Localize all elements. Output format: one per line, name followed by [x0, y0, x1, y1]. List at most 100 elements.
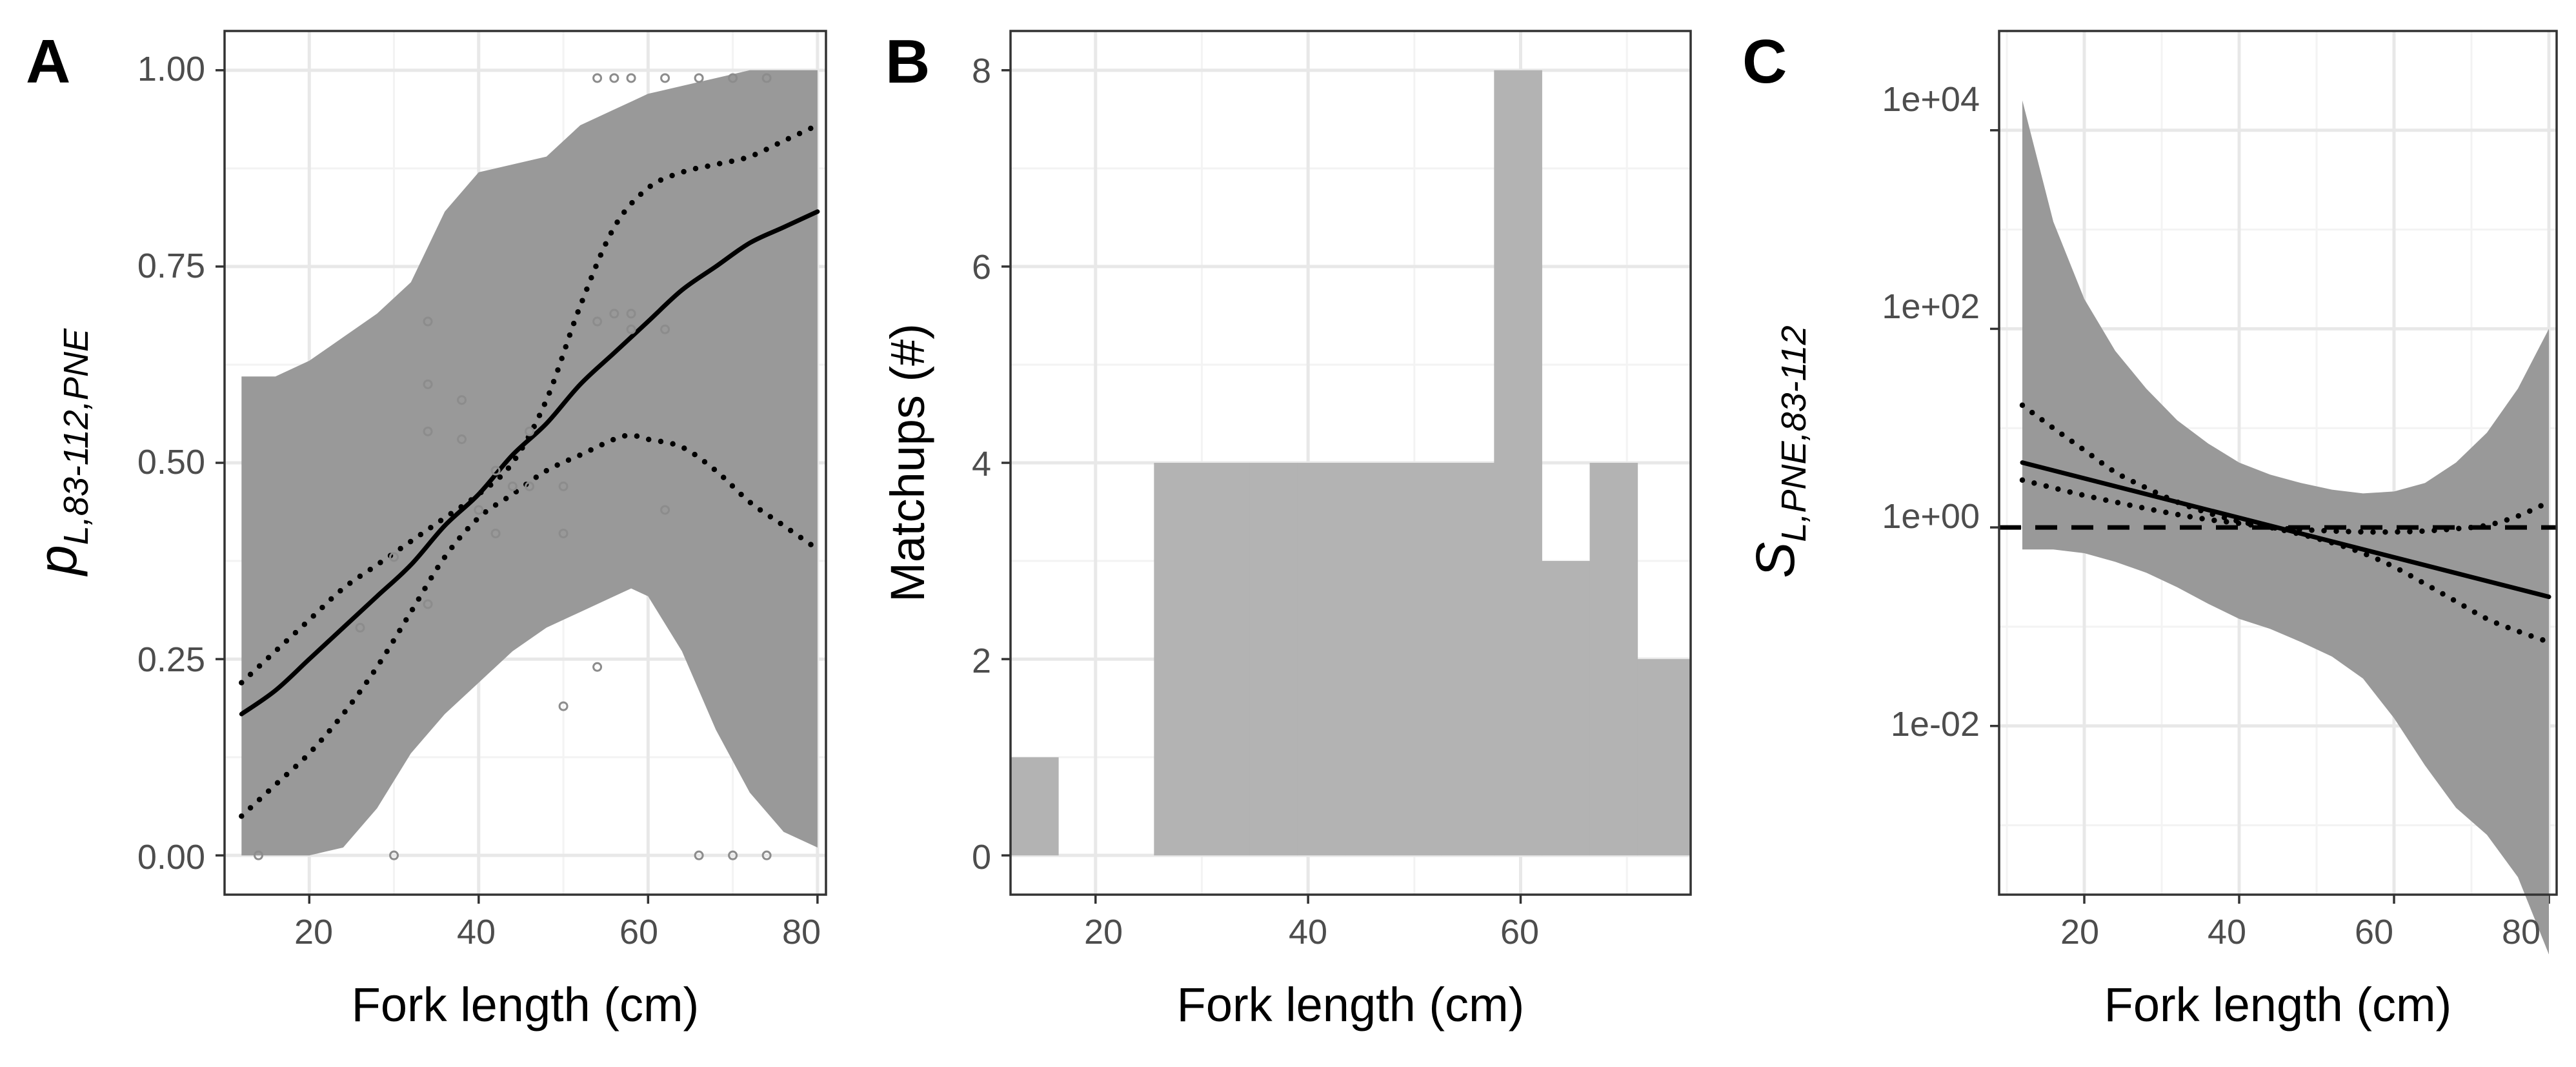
panel-a-x-tick: 40 [457, 913, 496, 951]
panel-c-y-title-main: S [1745, 542, 1806, 578]
panel-a-data-point [423, 379, 433, 389]
panel-b-y-tick: 4 [972, 445, 991, 483]
panel-a-data-point [558, 481, 569, 491]
panel-a-dotted-line [239, 432, 821, 819]
panel-a-data-point [525, 481, 535, 491]
panel-a-data-point [626, 73, 636, 83]
panel-a-data-point [694, 850, 704, 860]
panel-b-frame [1009, 30, 1692, 896]
panel-a-points-layer [254, 73, 772, 860]
panel-b-y-tick: 2 [972, 642, 991, 680]
panel-b-histogram-bar [1202, 463, 1251, 856]
panel-b-y-tick: 6 [972, 248, 991, 287]
panel-a: A 0.00 0.25 0.50 0.75 1.00 20 40 60 80 F… [26, 27, 827, 1031]
panel-b-x-tick: 60 [1500, 913, 1539, 951]
panel-c-y-title-sub: L,PNE,83-112 [1775, 325, 1813, 542]
panel-a-data-point [457, 395, 467, 405]
panel-a-label: A [26, 27, 70, 96]
panel-b-histogram-bar [1393, 463, 1442, 856]
panel-b: B 0 2 4 6 8 20 40 60 Fork length (cm) Ma… [881, 27, 1692, 1031]
panel-c-x-tick: 40 [2208, 913, 2246, 951]
panel-c-x-tick: 20 [2060, 913, 2099, 951]
panel-a-y-tick: 1.00 [137, 50, 205, 88]
panel-a-y-title: pL,83-112,PNE [27, 328, 96, 577]
panel-a-data-point [660, 73, 670, 83]
panel-b-histogram-bar [1440, 463, 1494, 856]
panel-a-data-point [626, 324, 636, 334]
panel-a-data-point [355, 622, 365, 633]
panel-b-x-tick: 20 [1084, 913, 1123, 951]
panel-a-data-point [254, 850, 264, 860]
panel-a-data-point [558, 528, 569, 538]
panel-a-y-title-main: p [27, 545, 88, 577]
panel-a-data-point [609, 309, 619, 319]
panel-a-y-title-sub: L,83-112,PNE [57, 328, 96, 545]
panel-c-frame [1998, 30, 2558, 896]
panel-a-y-tick: 0.50 [137, 443, 205, 482]
panel-a-data-point [423, 599, 433, 609]
panel-a-ribbon-layer [241, 70, 818, 856]
panel-c-y-tick: 1e+04 [1882, 80, 1980, 119]
panel-a-x-tick: 20 [294, 913, 333, 951]
panel-a-data-point [660, 324, 670, 334]
panel-a-data-point [423, 426, 433, 436]
panel-a-data-point [474, 505, 484, 515]
panel-a-lines-layer [239, 122, 821, 819]
panel-a-data-point [609, 73, 619, 83]
panel-b-histogram-bar [1345, 463, 1394, 856]
panel-a-y-tick: 0.25 [137, 640, 205, 679]
panel-a-data-point [761, 73, 772, 83]
panel-c: C 1e-02 1e+00 1e+02 1e+04 20 40 60 80 Fo… [1742, 27, 2558, 1031]
panel-b-y-tick: 8 [972, 52, 991, 90]
panel-b-histogram-bar [1011, 757, 1059, 856]
panel-b-histogram-bar [1542, 561, 1591, 856]
panel-c-y-tick: 1e+00 [1882, 497, 1980, 536]
panel-c-y-tick: 1e+02 [1882, 287, 1980, 326]
panel-a-data-point [457, 434, 467, 445]
panel-a-data-point [525, 426, 535, 436]
panel-a-data-point [592, 662, 603, 672]
panel-b-x-tick: 40 [1289, 913, 1327, 951]
panel-a-y-tick: 0.75 [137, 247, 205, 285]
panel-b-histogram-bar [1589, 463, 1638, 856]
panel-a-solid-line [239, 209, 820, 716]
panel-a-dotted-line [239, 122, 821, 686]
panel-c-x-tick: 60 [2355, 913, 2393, 951]
panel-b-histogram-bar [1249, 463, 1298, 856]
panel-a-data-point [660, 505, 670, 515]
panel-a-axes: 0.00 0.25 0.50 0.75 1.00 20 40 60 80 [137, 50, 821, 951]
panel-a-data-point [490, 528, 501, 538]
panel-c-label: C [1742, 27, 1787, 96]
panel-a-data-point [558, 701, 569, 711]
panel-a-frame [223, 30, 827, 896]
panel-a-confidence-ribbon [241, 70, 818, 856]
panel-a-data-point [626, 309, 636, 319]
panel-b-y-title: Matchups (#) [881, 323, 934, 602]
panel-c-lines-layer [1999, 402, 2557, 645]
panel-a-data-point [423, 316, 433, 327]
panel-a-x-tick: 60 [619, 913, 658, 951]
panel-b-histogram-bar [1637, 659, 1691, 856]
panel-a-data-point [592, 316, 603, 327]
panel-b-histogram-bar [1494, 70, 1542, 856]
panel-c-y-tick: 1e-02 [1891, 705, 1980, 744]
panel-b-histogram-bar [1154, 463, 1202, 856]
panel-b-x-title: Fork length (cm) [1177, 978, 1525, 1031]
panel-c-x-tick: 80 [2502, 913, 2541, 951]
panel-b-y-tick: 0 [972, 838, 991, 877]
panel-a-data-point [490, 465, 501, 476]
panel-c-y-title: SL,PNE,83-112 [1745, 325, 1813, 578]
panel-b-bars-layer [1011, 70, 1691, 856]
panel-a-data-point [761, 850, 772, 860]
panel-a-data-point [728, 850, 738, 860]
panel-b-axes: 0 2 4 6 8 20 40 60 [972, 52, 1539, 951]
panel-b-histogram-bar [1297, 463, 1346, 856]
panel-a-data-point [507, 481, 518, 491]
panel-a-data-point [728, 73, 738, 83]
panel-c-x-title: Fork length (cm) [2104, 978, 2452, 1031]
panel-a-data-point [389, 552, 399, 562]
panel-a-data-point [389, 850, 399, 860]
panel-c-dotted-line [2019, 477, 2552, 535]
panel-a-data-point [694, 73, 704, 83]
